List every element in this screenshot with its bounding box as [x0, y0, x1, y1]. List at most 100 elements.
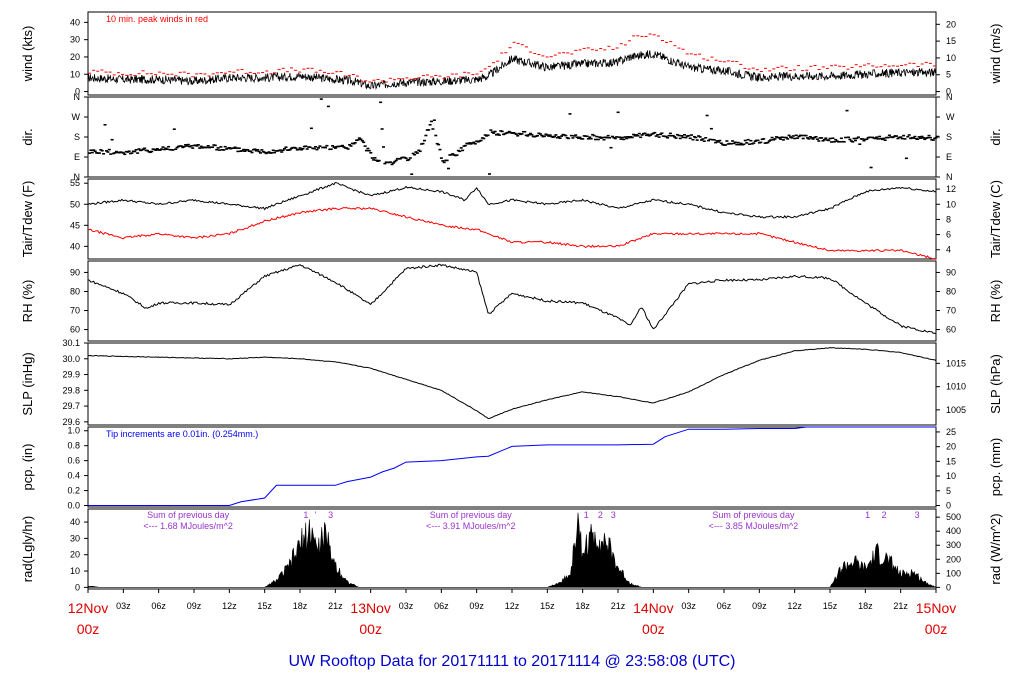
direction-mark	[581, 138, 585, 140]
direction-mark	[606, 134, 610, 137]
direction-mark	[671, 134, 675, 137]
direction-mark	[223, 145, 227, 148]
panel-annotation: 10 min. peak winds in red	[106, 14, 208, 24]
direction-mark	[357, 137, 361, 139]
direction-mark	[610, 135, 614, 138]
direction-mark	[921, 137, 925, 139]
right-tick-label: 20	[946, 19, 956, 29]
x-tick-label: 12z	[787, 601, 802, 611]
direction-mark	[748, 143, 751, 145]
direction-mark	[794, 134, 798, 137]
direction-mark	[800, 134, 804, 137]
direction-mark	[389, 161, 392, 163]
direction-mark	[394, 159, 398, 162]
series-RH	[87, 263, 937, 335]
direction-mark	[324, 146, 327, 149]
x-tick-label: 06z	[717, 601, 732, 611]
direction-mark	[482, 137, 486, 140]
rad-peak-label: 3	[611, 510, 616, 520]
direction-mark	[807, 138, 811, 140]
direction-mark	[312, 147, 316, 150]
ylabel-left: pcp. (in)	[20, 444, 35, 491]
direction-mark	[165, 148, 169, 150]
direction-mark	[822, 138, 826, 141]
direction-mark	[294, 147, 298, 149]
right-tick-label: E	[946, 152, 952, 162]
direction-mark	[742, 143, 746, 146]
direction-mark	[88, 152, 91, 154]
direction-mark	[886, 136, 890, 139]
direction-mark	[591, 133, 595, 136]
direction-mark	[404, 157, 408, 160]
panel-temp: 40 45 50 55 4 6 8 10 12 Tair/Tdew (F) Tair/Tdew (C…	[20, 178, 1003, 260]
x-tick-label: 15z	[823, 601, 838, 611]
direction-mark	[926, 136, 930, 139]
direction-mark	[649, 134, 653, 136]
direction-mark	[608, 137, 612, 139]
direction-mark	[377, 159, 381, 162]
direction-mark	[253, 148, 257, 150]
direction-mark	[784, 136, 788, 139]
direction-mark	[865, 138, 869, 140]
direction-mark	[374, 159, 378, 162]
left-tick-label: 30.0	[62, 354, 80, 364]
direction-mark	[345, 147, 349, 149]
direction-mark	[743, 139, 747, 142]
direction-mark	[869, 166, 873, 169]
direction-mark	[773, 138, 777, 140]
x-tick-label: 21z	[328, 601, 343, 611]
x-tick-label: 21z	[611, 601, 626, 611]
direction-mark	[817, 140, 821, 142]
direction-mark	[468, 142, 472, 144]
direction-mark	[596, 138, 600, 141]
rad-peak-label: 1	[865, 510, 870, 520]
direction-mark	[366, 147, 370, 150]
x-date-hour: 00z	[642, 621, 665, 637]
direction-mark	[873, 137, 877, 140]
direction-mark	[913, 135, 917, 138]
direction-mark	[213, 144, 217, 147]
direction-mark	[216, 147, 220, 149]
direction-mark	[733, 141, 737, 144]
left-tick-label: 0	[75, 87, 80, 97]
direction-mark	[332, 146, 336, 148]
left-tick-label: 29.8	[62, 385, 80, 395]
rad-sum-title: Sum of previous day	[147, 510, 230, 520]
direction-mark	[333, 147, 337, 149]
panel-frame	[87, 11, 937, 96]
direction-mark	[308, 146, 312, 148]
direction-mark	[182, 145, 186, 148]
direction-mark	[206, 145, 210, 147]
direction-mark	[601, 136, 604, 139]
x-tick-label: 09z	[752, 601, 767, 611]
direction-mark	[102, 153, 106, 155]
direction-mark	[715, 140, 719, 142]
direction-mark	[424, 134, 428, 137]
rad-peak-label: 3	[328, 510, 333, 520]
direction-mark	[319, 98, 323, 100]
direction-mark	[712, 139, 716, 141]
direction-mark	[718, 139, 722, 142]
direction-mark	[113, 152, 117, 154]
direction-mark	[612, 136, 616, 139]
direction-mark	[283, 147, 286, 150]
left-tick-label: E	[74, 152, 80, 162]
direction-mark	[780, 136, 784, 138]
direction-mark	[838, 141, 842, 143]
direction-mark	[739, 142, 743, 145]
rad-peak-label: 3	[915, 510, 920, 520]
direction-mark	[762, 138, 766, 140]
direction-mark	[858, 143, 862, 145]
direction-mark	[707, 139, 710, 142]
right-tick-label: 100	[946, 568, 961, 578]
direction-mark	[143, 147, 147, 150]
direction-mark	[414, 151, 418, 153]
direction-mark	[752, 142, 756, 144]
direction-mark	[317, 147, 320, 149]
direction-mark	[903, 138, 907, 140]
x-tick-label: 18z	[575, 601, 590, 611]
left-tick-label: 10	[70, 69, 80, 79]
direction-mark	[824, 137, 828, 139]
direction-mark	[184, 144, 188, 146]
direction-mark	[189, 145, 193, 147]
